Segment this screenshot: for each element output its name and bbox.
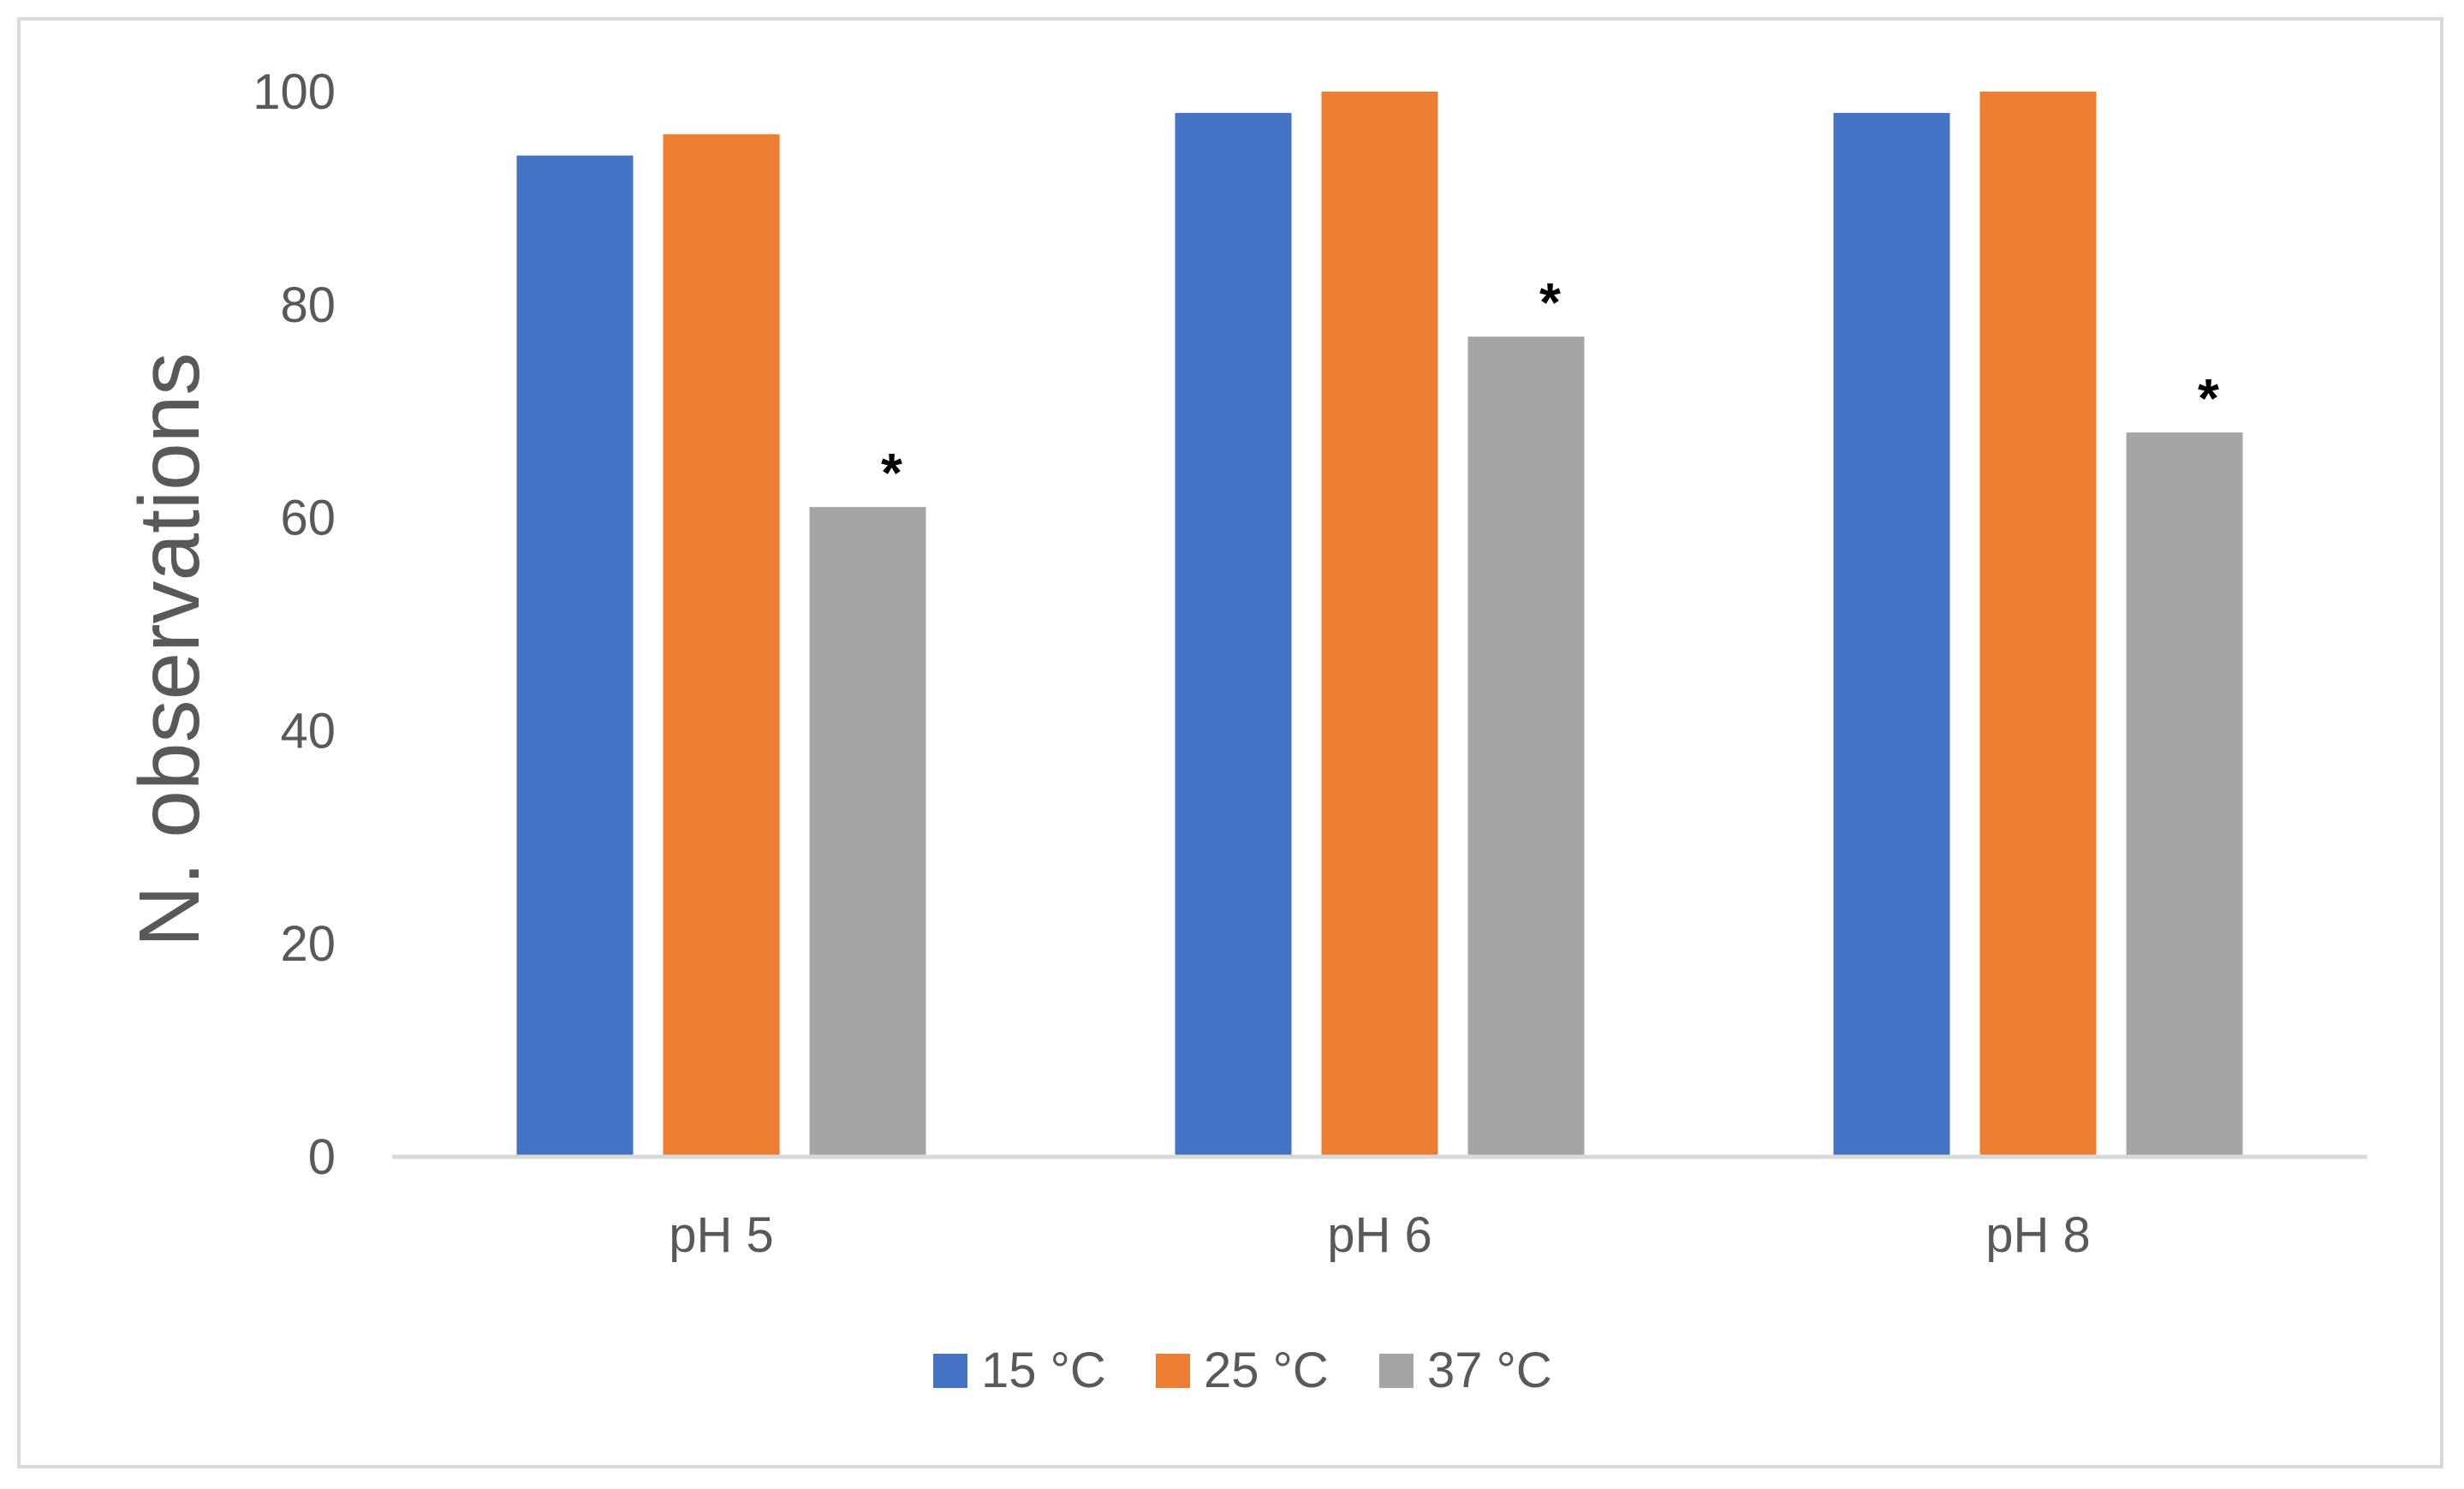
legend-item: 25 °C bbox=[1156, 1343, 1329, 1398]
x-tick-label: pH 6 bbox=[1327, 1207, 1432, 1263]
legend-item: 15 °C bbox=[933, 1343, 1106, 1398]
y-tick-label: 80 bbox=[280, 277, 336, 333]
bar bbox=[1833, 112, 1950, 1157]
legend-label: 25 °C bbox=[1204, 1343, 1329, 1398]
bar bbox=[809, 507, 926, 1157]
y-tick-label: 60 bbox=[280, 491, 336, 546]
bars bbox=[516, 92, 2243, 1158]
y-tick-label: 100 bbox=[253, 64, 336, 120]
legend-label: 15 °C bbox=[981, 1343, 1106, 1398]
legend-swatch bbox=[1156, 1354, 1190, 1388]
bar bbox=[516, 155, 634, 1157]
significance-asterisk: * bbox=[881, 442, 902, 503]
y-tick-label: 20 bbox=[280, 916, 336, 972]
legend-item: 37 °C bbox=[1379, 1343, 1552, 1398]
significance-asterisk: * bbox=[1539, 271, 1561, 333]
x-axis-category-labels: pH 5 pH 6 pH 8 bbox=[669, 1207, 2091, 1263]
legend-swatch bbox=[933, 1354, 967, 1388]
y-axis-title: N. observations bbox=[122, 353, 217, 948]
bar bbox=[2126, 432, 2243, 1158]
y-axis-ticks: 0 20 40 60 80 100 bbox=[253, 64, 336, 1185]
y-tick-label: 0 bbox=[308, 1129, 336, 1185]
legend-swatch bbox=[1379, 1354, 1414, 1388]
bar bbox=[1175, 112, 1292, 1157]
legend: 15 °C 25 °C 37 °C bbox=[933, 1343, 1552, 1398]
bar bbox=[1979, 92, 2097, 1157]
bar bbox=[1321, 92, 1438, 1157]
legend-label: 37 °C bbox=[1427, 1343, 1552, 1398]
bar bbox=[663, 134, 780, 1157]
significance-annotations: * * * bbox=[881, 271, 2219, 503]
x-tick-label: pH 5 bbox=[669, 1207, 774, 1263]
bar bbox=[1467, 337, 1585, 1157]
x-tick-label: pH 8 bbox=[1985, 1207, 2091, 1263]
significance-asterisk: * bbox=[2198, 367, 2219, 429]
y-tick-label: 40 bbox=[280, 703, 336, 759]
